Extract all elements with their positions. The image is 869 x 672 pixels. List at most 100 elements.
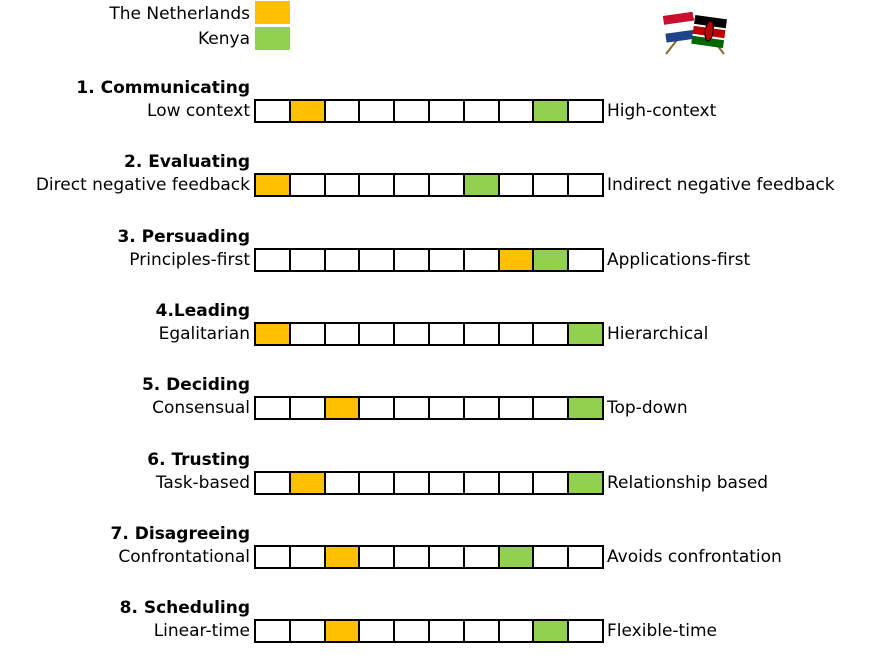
scale-cell xyxy=(429,621,465,641)
legend-label-netherlands: The Netherlands xyxy=(109,4,250,24)
dimension-title: 8. Scheduling xyxy=(119,598,250,618)
scale-marker-the-netherlands xyxy=(290,101,326,121)
left-pole-label: Task-based xyxy=(155,473,250,493)
scale-marker-the-netherlands xyxy=(325,398,361,418)
left-pole-label: Low context xyxy=(147,101,250,121)
scale-bar xyxy=(254,248,604,272)
scale-cell xyxy=(290,175,326,195)
scale-cell xyxy=(395,621,430,641)
scale-cell xyxy=(499,324,535,344)
scale-cell xyxy=(464,324,500,344)
scale-marker-kenya xyxy=(569,473,602,493)
scale-cell xyxy=(534,398,570,418)
scale-cell xyxy=(395,398,430,418)
left-pole-label: Egalitarian xyxy=(158,324,250,344)
dimension-title: 3. Persuading xyxy=(117,227,250,247)
scale-marker-the-netherlands xyxy=(290,473,326,493)
legend-swatch-kenya xyxy=(255,27,290,50)
dimension-row-8: 8. Scheduling Linear-time Flexible-time xyxy=(0,598,869,672)
scale-bar xyxy=(254,99,604,123)
scale-bar xyxy=(254,545,604,569)
scale-marker-kenya xyxy=(464,175,500,195)
right-pole-label: Hierarchical xyxy=(607,324,709,344)
scale-cell xyxy=(290,250,326,270)
left-pole-label: Direct negative feedback xyxy=(35,175,250,195)
scale-cell xyxy=(464,621,500,641)
scale-cell xyxy=(534,175,570,195)
scale-marker-kenya xyxy=(534,621,570,641)
scale-marker-the-netherlands xyxy=(499,250,535,270)
scale-cell xyxy=(499,175,535,195)
scale-cell xyxy=(290,398,326,418)
scale-cell xyxy=(395,324,430,344)
scale-cell xyxy=(256,621,291,641)
scale-cell xyxy=(534,473,570,493)
scale-cell xyxy=(429,175,465,195)
dimension-title: 7. Disagreeing xyxy=(110,524,250,544)
legend-label-kenya: Kenya xyxy=(197,29,250,49)
scale-cell xyxy=(395,473,430,493)
scale-cell xyxy=(499,621,535,641)
scale-cell xyxy=(290,547,326,567)
scale-marker-kenya xyxy=(499,547,535,567)
scale-cell xyxy=(325,101,361,121)
scale-cell xyxy=(395,101,430,121)
scale-marker-the-netherlands xyxy=(325,547,361,567)
right-pole-label: Relationship based xyxy=(607,473,769,493)
left-pole-label: Confrontational xyxy=(118,547,250,567)
scale-cell xyxy=(569,621,602,641)
left-pole-label: Consensual xyxy=(152,398,250,418)
dimension-row-4: 4.Leading Egalitarian Hierarchical xyxy=(0,301,869,375)
scale-bar xyxy=(254,173,604,197)
scale-cell xyxy=(256,547,291,567)
scale-cell xyxy=(464,547,500,567)
dimension-title: 4.Leading xyxy=(155,301,250,321)
dimension-row-5: 5. Deciding Consensual Top-down xyxy=(0,375,869,449)
scale-cell xyxy=(256,398,291,418)
scale-cell xyxy=(256,101,291,121)
right-pole-label: Indirect negative feedback xyxy=(607,175,835,195)
legend-swatch-netherlands xyxy=(255,1,290,24)
scale-cell xyxy=(464,398,500,418)
scale-bar xyxy=(254,471,604,495)
scale-cell xyxy=(429,101,465,121)
right-pole-label: High-context xyxy=(607,101,717,121)
scale-cell xyxy=(360,547,396,567)
right-pole-label: Avoids confrontation xyxy=(607,547,782,567)
scale-marker-kenya xyxy=(569,324,602,344)
netherlands-kenya-flags-icon xyxy=(662,11,727,55)
scale-cell xyxy=(499,473,535,493)
scale-bar xyxy=(254,619,604,643)
scale-marker-kenya xyxy=(534,250,570,270)
scale-cell xyxy=(325,250,361,270)
scale-cell xyxy=(429,250,465,270)
dimension-row-1: 1. Communicating Low context High-contex… xyxy=(0,78,869,152)
scale-cell xyxy=(256,250,291,270)
scale-cell xyxy=(325,473,361,493)
scale-cell xyxy=(360,621,396,641)
left-pole-label: Linear-time xyxy=(153,621,250,641)
scale-cell xyxy=(534,324,570,344)
dimension-row-7: 7. Disagreeing Confrontational Avoids co… xyxy=(0,524,869,598)
scale-cell xyxy=(429,398,465,418)
scale-cell xyxy=(360,398,396,418)
scale-marker-the-netherlands xyxy=(325,621,361,641)
scale-cell xyxy=(360,250,396,270)
dimension-row-3: 3. Persuading Principles-first Applicati… xyxy=(0,227,869,301)
scale-cell xyxy=(360,473,396,493)
scale-marker-kenya xyxy=(569,398,602,418)
dimension-title: 6. Trusting xyxy=(147,450,250,470)
dimension-row-2: 2. Evaluating Direct negative feedback I… xyxy=(0,152,869,226)
scale-cell xyxy=(395,175,430,195)
scale-cell xyxy=(569,547,602,567)
scale-cell xyxy=(256,473,291,493)
scale-cell xyxy=(360,101,396,121)
scale-bar xyxy=(254,396,604,420)
scale-cell xyxy=(569,250,602,270)
scale-cell xyxy=(499,398,535,418)
scale-marker-the-netherlands xyxy=(256,175,291,195)
dimension-title: 2. Evaluating xyxy=(124,152,250,172)
scale-cell xyxy=(569,101,602,121)
scale-cell xyxy=(429,324,465,344)
scale-cell xyxy=(464,250,500,270)
